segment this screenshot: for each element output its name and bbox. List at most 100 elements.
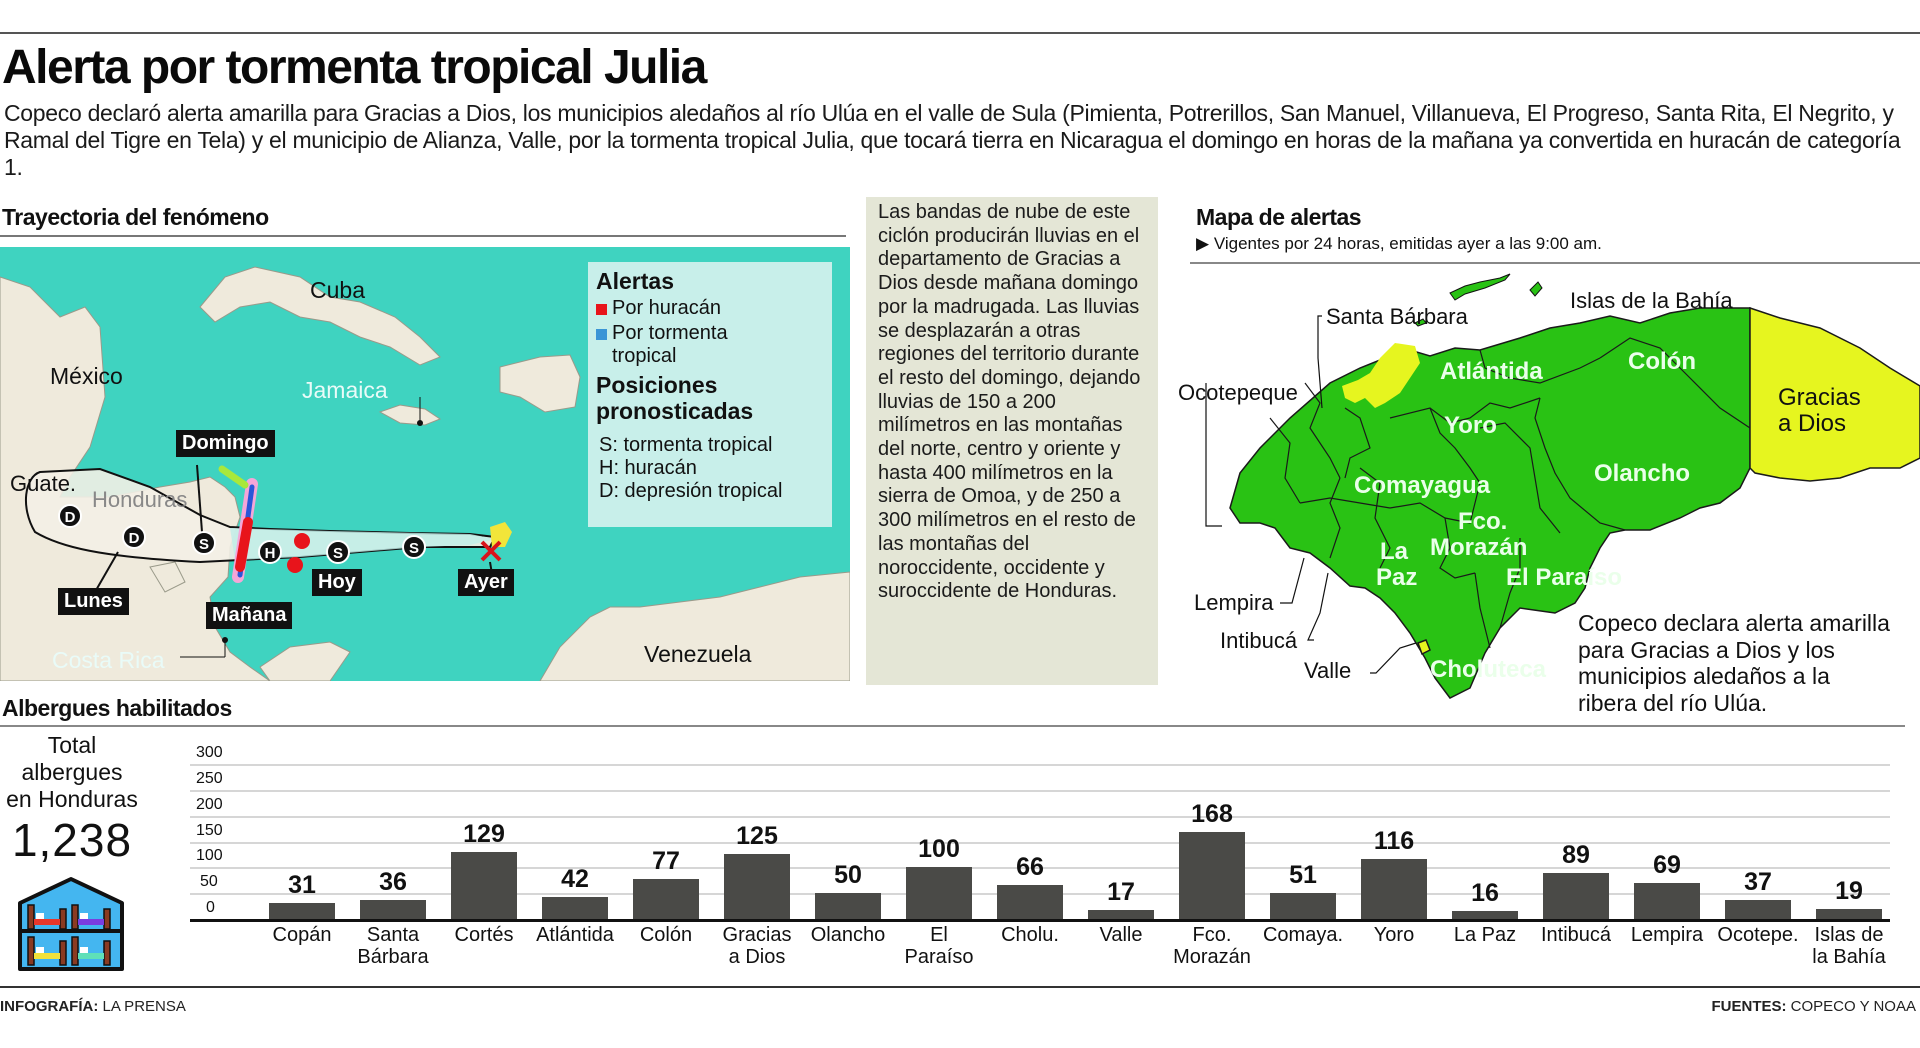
bar-category-label: Islas de la Bahía	[1812, 924, 1886, 968]
label-santa-barbara: Santa Bárbara	[1326, 304, 1468, 329]
legend-h: H: huracán	[599, 457, 697, 479]
bar-category-label: Valle	[1099, 924, 1143, 946]
bar-value-label: 42	[561, 865, 589, 894]
rain-forecast-box: Las bandas de nube de este ciclón produc…	[866, 197, 1158, 685]
y-tick-label: 100	[196, 847, 223, 865]
bar-category-label: La Paz	[1453, 924, 1517, 946]
gridline	[190, 789, 1890, 792]
tag-hoy: Hoy	[312, 569, 362, 596]
gridline	[190, 841, 1890, 844]
bar	[1634, 883, 1700, 919]
y-tick-label: 150	[196, 821, 223, 839]
sources-value: COPECO Y NOAA	[1786, 998, 1916, 1015]
legend-s: S: tormenta tropical	[599, 434, 773, 456]
label-atlantida: Atlántida	[1440, 358, 1543, 385]
label-gracias-a-dios-1: Gracias	[1778, 384, 1861, 411]
bar-value-label: 129	[463, 820, 505, 849]
y-tick-label: 0	[206, 899, 215, 916]
label-venezuela: Venezuela	[644, 641, 752, 667]
top-rule	[0, 32, 1920, 34]
y-tick-label: 300	[196, 744, 223, 761]
shelter-bunkbed-icon	[18, 877, 124, 971]
position-marker-d: D	[58, 504, 82, 528]
bar-category-label: Yoro	[1373, 924, 1415, 946]
credit-value: LA PRENSA	[98, 998, 186, 1015]
albergues-rule	[0, 725, 1905, 727]
legend-hurricane-label: Por huracán	[612, 297, 721, 319]
gridline	[190, 867, 1890, 870]
headline: Alerta por tormenta tropical Julia	[2, 41, 707, 94]
label-yoro: Yoro	[1444, 412, 1497, 439]
bar-value-label: 69	[1653, 851, 1681, 880]
bar-category-label: Lempira	[1630, 924, 1704, 946]
y-tick-label: 200	[196, 795, 223, 813]
label-ocotepeque: Ocotepeque	[1178, 380, 1298, 405]
lead-paragraph: Copeco declaró alerta amarilla para Grac…	[4, 100, 1901, 180]
total-albergues-value: 1,238	[11, 814, 133, 866]
total-label-line: Total	[47, 732, 97, 758]
gridline	[190, 815, 1890, 818]
bar-category-label: Ocotepe.	[1717, 924, 1799, 946]
bar	[542, 897, 608, 919]
credit-label: INFOGRAFÍA:	[0, 998, 99, 1015]
hurricane-swatch-icon	[596, 304, 607, 315]
legend-d: D: depresión tropical	[599, 480, 783, 502]
label-fco: Fco.	[1458, 508, 1508, 535]
bar	[1816, 909, 1882, 919]
sources-label: FUENTES:	[1711, 998, 1787, 1015]
albergues-title: Albergues habilitados	[2, 695, 232, 721]
bar-category-label: El Paraíso	[904, 924, 974, 968]
bar-value-label: 17	[1107, 878, 1135, 907]
bar-value-label: 100	[918, 835, 960, 864]
bar-category-label: Gracias a Dios	[722, 924, 792, 968]
alert-map-rule	[1190, 262, 1920, 264]
bar	[724, 854, 790, 919]
alert-map-subtitle: ▶ Vigentes por 24 horas, emitidas ayer a…	[1196, 234, 1602, 254]
label-comayagua: Comayagua	[1354, 472, 1491, 499]
label-jamaica: Jamaica	[302, 377, 388, 403]
label-la: La	[1380, 538, 1409, 565]
alert-note-line: para Gracias a Dios y los	[1578, 636, 1835, 663]
gridline	[190, 764, 1890, 766]
legend-item-storm: Por tormenta tropical	[596, 322, 824, 368]
bar	[1179, 832, 1245, 919]
bar-value-label: 116	[1373, 827, 1415, 856]
bar-category-label: Comaya.	[1262, 924, 1344, 946]
label-gracias-a-dios-2: a Dios	[1778, 410, 1847, 437]
bar	[1452, 910, 1518, 919]
bar	[906, 867, 972, 919]
label-el-paraiso: El Paraíso	[1506, 564, 1623, 591]
bar-value-label: 66	[1016, 852, 1044, 881]
storm-swatch-icon	[596, 329, 607, 340]
label-colon: Colón	[1628, 348, 1696, 375]
bottom-rule	[0, 986, 1920, 988]
legend-alerts-title: Alertas	[596, 268, 674, 294]
bar	[1543, 873, 1609, 919]
trajectory-title: Trayectoria del fenómeno	[2, 204, 269, 230]
bar-value-label: 37	[1744, 867, 1772, 896]
credit: INFOGRAFÍA: LA PRENSA	[0, 998, 186, 1015]
tag-lunes: Lunes	[58, 588, 129, 615]
alert-note-line: Copeco declara alerta amarilla	[1578, 610, 1890, 636]
position-marker-s: S	[402, 535, 426, 559]
label-intibuca: Intibucá	[1220, 628, 1298, 653]
bar	[269, 902, 335, 919]
trajectory-legend: Alertas Por huracán Por tormenta tropica…	[588, 262, 832, 527]
alert-note-line: municipios aledaños a la	[1578, 663, 1830, 689]
position-marker-s: S	[326, 540, 350, 564]
honduras-map-graphic	[1205, 273, 1920, 699]
bar-value-label: 36	[379, 868, 407, 897]
bar-value-label: 16	[1471, 878, 1499, 907]
honduras-alert-map: Islas de la Bahía Santa Bárbara Ocotepeq…	[1178, 268, 1920, 708]
caribbean-map-graphic	[0, 266, 850, 681]
bar	[633, 879, 699, 919]
albergues-bar-chart: 300 250 200 150 100 50 0 31 Copán 36 Santa Bárbara 1…	[180, 744, 1900, 980]
label-cuba: Cuba	[310, 277, 365, 303]
bar-value-label: 168	[1191, 800, 1233, 829]
label-valle: Valle	[1304, 658, 1352, 683]
bar	[1270, 892, 1336, 919]
triangle-bullet-icon: ▶	[1196, 234, 1210, 253]
label-mexico: México	[50, 363, 123, 389]
trajectory-rule	[0, 235, 846, 237]
bar-category-label: Atlántida	[536, 924, 614, 946]
